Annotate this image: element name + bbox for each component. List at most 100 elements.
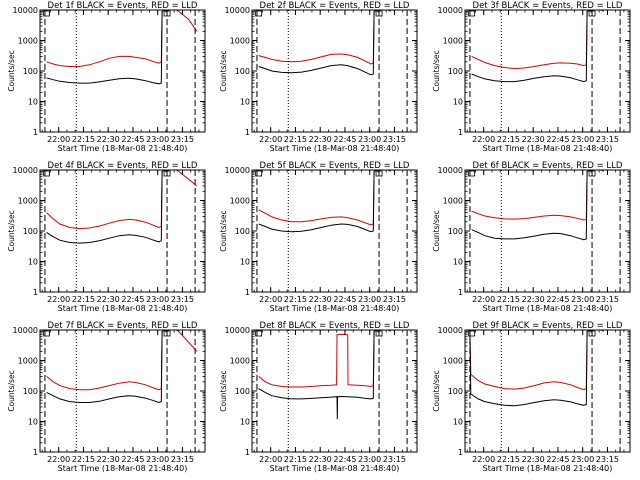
plot-area: [255, 330, 408, 452]
x-tick-label: 23:15: [383, 295, 406, 304]
lld-series-line: [471, 10, 604, 70]
y-tick-label: 100: [23, 67, 38, 76]
x-tick-label: 22:45: [333, 295, 356, 304]
x-tick-label: 22:30: [97, 135, 120, 144]
flag-marker: [375, 330, 383, 337]
y-tick-label: 10: [28, 98, 38, 107]
lld-series-line: [258, 330, 391, 388]
flag-marker: [43, 10, 50, 17]
y-tick-label: 1: [458, 128, 463, 137]
flag-marker: [163, 170, 171, 177]
x-axis-label: Start Time (18-Mar-08 21:48:40): [270, 464, 400, 473]
plot-frame: [251, 329, 418, 453]
flag-marker: [588, 10, 596, 17]
y-tick-label: 1: [245, 288, 250, 297]
plot-frame: [464, 9, 631, 133]
detector-panel-8: Det 8f BLACK = Events, RED = LLD 1 10 100 10…: [219, 321, 418, 473]
plot-frame: [464, 169, 631, 293]
plot-area: [468, 10, 621, 132]
x-tick-label: 22:45: [121, 295, 144, 304]
events-series-line: [258, 170, 391, 233]
detector-panel-7: Det 7f BLACK = Events, RED = LLD 1 10 100 10…: [7, 321, 206, 473]
y-tick-label: 10: [240, 258, 250, 267]
lld-series-line: [46, 170, 198, 230]
panel-title: Det 9f BLACK = Events, RED = LLD: [473, 321, 623, 331]
x-tick-label: 23:15: [171, 295, 194, 304]
y-axis-label: Counts/sec: [7, 370, 16, 411]
y-tick-label: 1000: [230, 357, 250, 366]
x-tick-label: 22:00: [47, 135, 70, 144]
x-axis-label: Start Time (18-Mar-08 21:48:40): [58, 304, 188, 313]
plot-frame: [39, 169, 206, 293]
x-tick-label: 23:00: [571, 295, 594, 304]
y-tick-label: 10: [28, 258, 38, 267]
panel-title: Det 6f BLACK = Events, RED = LLD: [473, 161, 623, 171]
events-series-line: [258, 330, 391, 420]
x-tick-label: 23:00: [146, 135, 169, 144]
lld-series-line: [469, 330, 604, 391]
panel-title: Det 8f BLACK = Events, RED = LLD: [260, 321, 410, 331]
x-tick-label: 23:00: [358, 295, 381, 304]
flag-marker: [163, 10, 171, 17]
flag-marker: [255, 170, 263, 177]
lld-series-line: [46, 330, 198, 391]
x-tick-label: 22:15: [72, 455, 95, 464]
events-series-line: [469, 330, 604, 407]
y-tick-label: 10000: [13, 326, 38, 335]
y-tick-label: 100: [235, 227, 250, 236]
x-tick-label: 22:30: [522, 295, 545, 304]
x-axis-label: Start Time (18-Mar-08 21:48:40): [270, 144, 400, 153]
plot-frame: [464, 329, 631, 453]
x-tick-label: 22:30: [97, 455, 120, 464]
x-tick-label: 22:00: [472, 295, 495, 304]
x-tick-label: 22:45: [333, 135, 356, 144]
panel-title: Det 4f BLACK = Events, RED = LLD: [48, 161, 198, 171]
x-tick-label: 22:00: [47, 455, 70, 464]
plot-area: [43, 330, 198, 452]
plot-area: [255, 170, 408, 292]
events-series-line: [46, 330, 179, 404]
y-axis-label: Counts/sec: [219, 50, 228, 91]
flag-marker: [468, 330, 476, 337]
x-axis-label: Start Time (18-Mar-08 21:48:40): [58, 144, 188, 153]
y-tick-label: 10: [240, 418, 250, 427]
x-axis-label: Start Time (18-Mar-08 21:48:40): [483, 464, 613, 473]
y-tick-label: 1: [33, 288, 38, 297]
plot-frame: [39, 329, 206, 453]
flag-marker: [43, 170, 50, 177]
y-tick-label: 10: [28, 418, 38, 427]
y-tick-label: 1000: [18, 37, 38, 46]
panel-title: Det 3f BLACK = Events, RED = LLD: [473, 1, 623, 11]
detector-panel-9: Det 9f BLACK = Events, RED = LLD 1 10 100 10…: [432, 321, 631, 473]
detector-panel-1: Det 1f BLACK = Events, RED = LLD 1 10 100 10…: [7, 1, 206, 153]
plot-area: [468, 170, 621, 292]
y-tick-label: 1: [245, 448, 250, 457]
x-tick-label: 23:15: [596, 135, 619, 144]
plot-area: [468, 330, 621, 452]
flag-marker: [468, 10, 476, 17]
y-tick-label: 1000: [443, 37, 463, 46]
y-tick-label: 1000: [443, 197, 463, 206]
y-tick-label: 10000: [438, 166, 463, 175]
y-tick-label: 1000: [443, 357, 463, 366]
x-tick-label: 23:15: [171, 455, 194, 464]
y-tick-label: 10: [240, 98, 250, 107]
events-series-line: [471, 10, 604, 83]
x-tick-label: 23:00: [358, 455, 381, 464]
flag-marker: [163, 330, 171, 337]
y-axis-label: Counts/sec: [7, 50, 16, 91]
x-tick-label: 22:00: [259, 135, 282, 144]
x-tick-label: 22:45: [546, 135, 569, 144]
y-tick-label: 100: [448, 67, 463, 76]
y-tick-label: 10: [453, 98, 463, 107]
y-axis-label: Counts/sec: [7, 210, 16, 251]
y-tick-label: 10: [453, 258, 463, 267]
y-tick-label: 100: [235, 67, 250, 76]
x-tick-label: 22:15: [284, 295, 307, 304]
y-tick-label: 1000: [18, 357, 38, 366]
y-tick-label: 10000: [438, 326, 463, 335]
detector-panel-6: Det 6f BLACK = Events, RED = LLD 1 10 100 10…: [432, 161, 631, 313]
x-tick-label: 22:45: [121, 455, 144, 464]
detector-panel-5: Det 5f BLACK = Events, RED = LLD 1 10 100 10…: [219, 161, 418, 313]
x-tick-label: 23:15: [596, 455, 619, 464]
